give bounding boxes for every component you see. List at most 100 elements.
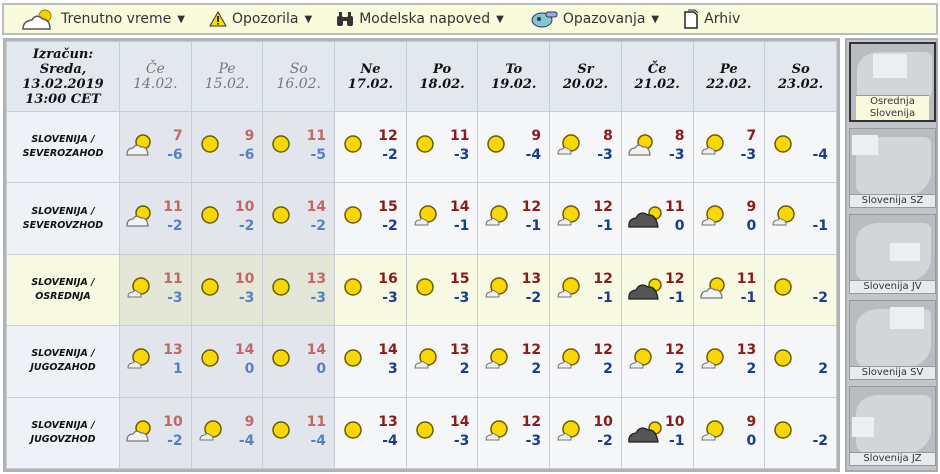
region-row[interactable]: SLOVENIJA / SEVEROVZHOD 11 -2 10 -2 14 -2 15 -2 14… <box>6 182 837 255</box>
max-temp: 13 <box>163 342 183 359</box>
calc-line: Sreda, <box>39 61 87 77</box>
forecast-cell: 10 -2 <box>190 182 264 255</box>
max-temp: 8 <box>603 128 613 144</box>
max-temp: 12 <box>665 270 685 287</box>
day-date: 15.02. <box>204 75 250 92</box>
min-temp: -3 <box>238 289 255 306</box>
max-temp: 9 <box>244 413 255 430</box>
map-label: Slovenija SZ <box>850 194 935 207</box>
day-date: 23.02. <box>777 76 824 92</box>
mostly-cloudy-icon <box>126 205 151 228</box>
region-highlight <box>873 54 907 78</box>
partly-cloudy-icon <box>127 348 150 369</box>
sunny-icon <box>200 349 219 367</box>
region-name[interactable]: SLOVENIJA / SEVEROZAHOD <box>6 110 120 184</box>
region-name[interactable]: SLOVENIJA / JUGOVZHOD <box>6 396 120 470</box>
region-map-thumbnail[interactable]: Slovenija JV <box>849 214 936 294</box>
max-temp: 11 <box>306 413 327 430</box>
cloud-sun-icon <box>20 7 61 31</box>
day-name: So <box>289 60 308 77</box>
sunny-icon <box>344 135 362 153</box>
max-temp: 15 <box>378 199 398 216</box>
forecast-cell: 2 <box>764 325 837 398</box>
region-line: SLOVENIJA / <box>31 348 95 360</box>
calculation-time: Izračun: Sreda, 13.02.2019 13:00 CET <box>6 41 120 112</box>
max-temp: 12 <box>521 199 542 216</box>
region-row[interactable]: SLOVENIJA / JUGOZAHOD 13 1 14 0 14 0 14 3 13 2 12 2 12… <box>6 325 837 398</box>
forecast-cell: 12 -1 <box>620 253 694 327</box>
region-row[interactable]: SLOVENIJA / SEVEROZAHOD 7 -6 9 -6 11 -5 12 -2 11 -3… <box>6 110 837 184</box>
mostly-cloudy-icon <box>126 134 151 156</box>
day-date: 21.02. <box>634 76 680 92</box>
min-temp: -2 <box>812 432 828 449</box>
sunny-icon <box>774 420 792 439</box>
nav-label: Arhiv <box>704 11 741 27</box>
forecast-cell: 9 -4 <box>477 110 551 184</box>
forecast-cell: 12 2 <box>549 325 622 398</box>
min-temp: 2 <box>818 361 828 378</box>
nav-trenutno-vreme[interactable]: Trenutno vreme ▼ <box>20 7 185 31</box>
forecast-cell: -4 <box>764 110 837 184</box>
sunny-icon <box>774 135 792 153</box>
region-name[interactable]: SLOVENIJA / SEVEROVZHOD <box>6 182 120 255</box>
region-map-thumbnail[interactable]: Osrednja Slovenija <box>849 42 936 122</box>
region-map-thumbnail[interactable]: Slovenija JZ <box>849 386 936 466</box>
forecast-cell: 7 -6 <box>119 110 192 184</box>
day-name: Pe <box>218 60 236 77</box>
day-header: So 16.02. <box>262 41 336 112</box>
region-line: SLOVENIJA / <box>31 134 95 146</box>
day-header: Če 14.02. <box>119 41 192 112</box>
sunny-icon <box>272 206 291 225</box>
forecast-cell: 13 1 <box>119 325 192 398</box>
max-temp: 14 <box>306 199 327 216</box>
min-temp: -1 <box>668 289 685 306</box>
region-map-list: Osrednja Slovenija Slovenija SZ Slovenija … <box>845 38 938 472</box>
day-header: Če 21.02. <box>620 41 694 112</box>
min-temp: 2 <box>603 361 613 378</box>
min-temp: -2 <box>382 147 398 163</box>
partly-cloudy-icon <box>557 205 580 226</box>
region-row[interactable]: SLOVENIJA / OSREDNJA 11 -3 10 -3 13 -3 16 -3 15 -3 1… <box>6 253 837 327</box>
mostly-cloudy-icon <box>126 419 151 442</box>
min-temp: 0 <box>244 361 255 378</box>
region-map-thumbnail[interactable]: Slovenija SZ <box>849 128 936 208</box>
region-name[interactable]: SLOVENIJA / JUGOZAHOD <box>6 325 120 398</box>
min-temp: -1 <box>597 289 613 306</box>
max-temp: 12 <box>521 413 542 430</box>
region-name[interactable]: SLOVENIJA / OSREDNJA <box>6 253 120 327</box>
min-temp: -2 <box>310 218 327 235</box>
nav-arhiv[interactable]: Arhiv <box>683 9 740 29</box>
region-row[interactable]: SLOVENIJA / JUGOVZHOD 10 -2 9 -4 11 -4 13 -4 14 -3 1… <box>6 396 837 470</box>
min-temp: -1 <box>525 218 542 235</box>
max-temp: 8 <box>674 128 685 144</box>
sunny-icon <box>344 349 362 367</box>
day-header: Pe 22.02. <box>692 41 766 112</box>
max-temp: 7 <box>172 128 183 144</box>
min-temp: 2 <box>459 361 470 378</box>
day-name: Sr <box>577 61 594 77</box>
region-line: SLOVENIJA / <box>31 205 95 217</box>
min-temp: -3 <box>382 289 398 306</box>
forecast-cell: 11 0 <box>620 182 694 255</box>
day-name: To <box>505 61 523 77</box>
min-temp: -3 <box>167 289 183 306</box>
warning-icon <box>209 11 232 27</box>
max-temp: 12 <box>378 128 398 144</box>
binoculars-icon <box>336 11 359 27</box>
max-temp: 13 <box>736 342 757 359</box>
partly-cloudy-icon <box>772 205 795 226</box>
partly-cloudy-icon <box>557 419 580 441</box>
max-temp: 12 <box>593 342 613 359</box>
min-temp: 2 <box>746 361 757 378</box>
nav-modelska-napoved[interactable]: Modelska napoved ▼ <box>336 11 504 27</box>
forecast-cell: 8 -3 <box>549 110 622 184</box>
sunny-icon <box>344 278 362 296</box>
nav-opazovanja[interactable]: Opazovanja ▼ <box>528 9 659 29</box>
min-temp: -1 <box>453 218 470 235</box>
max-temp: 14 <box>234 342 255 359</box>
nav-opozorila[interactable]: Opozorila ▼ <box>209 11 312 27</box>
region-map-thumbnail[interactable]: Slovenija SV <box>849 300 936 380</box>
max-temp: 10 <box>665 413 685 430</box>
